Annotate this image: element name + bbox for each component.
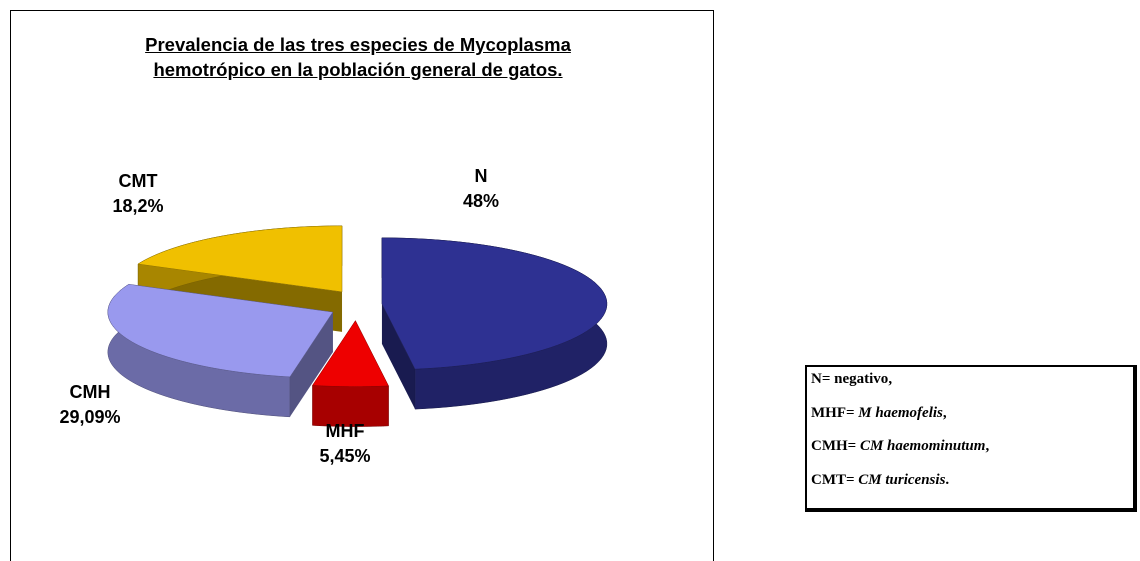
- legend-punct: ,: [942, 404, 947, 421]
- slice-category-label: MHF: [326, 421, 365, 441]
- slice-top: [137, 225, 343, 293]
- legend-row: CMH= CM haemominutum,: [811, 438, 989, 455]
- legend-key: CMH=: [811, 438, 857, 454]
- legend-term: CM haemominutum: [859, 438, 986, 454]
- slice-top: [312, 320, 389, 387]
- slice-category-label: N: [475, 166, 488, 186]
- legend-row: N= negativo,: [811, 371, 892, 388]
- slice-top: [107, 283, 334, 378]
- slice-category-label: CMH: [70, 382, 111, 402]
- pie-slice: [107, 283, 334, 418]
- legend-key: CMT=: [811, 471, 855, 488]
- slice-category-label: CMT: [119, 171, 158, 191]
- chart-title: Prevalencia de las tres especies de Myco…: [145, 34, 571, 80]
- legend-punct: ,: [985, 438, 990, 454]
- slice-value-label: 29,09%: [59, 407, 120, 427]
- slice-wall: [381, 303, 416, 410]
- legend-row: MHF= M haemofelis,: [811, 405, 947, 422]
- legend-key: MHF=: [811, 404, 855, 421]
- slice-value-label: 5,45%: [319, 446, 370, 466]
- legend-punct: .: [945, 471, 950, 488]
- slice-value-label: 18,2%: [112, 196, 163, 216]
- pie-slice: [381, 237, 608, 410]
- legend-term: CM turicensis: [858, 471, 946, 488]
- legend-punct: ,: [888, 371, 893, 387]
- pie-slice: [312, 320, 389, 427]
- legend-term: M haemofelis: [858, 404, 943, 421]
- legend-row: CMT= CM turicensis.: [811, 472, 949, 489]
- legend-term: negativo: [834, 371, 889, 387]
- legend-key: N=: [811, 371, 831, 387]
- slice-value-label: 48%: [463, 191, 499, 211]
- legend-note: N= negativo, MHF= M haemofelis, CMH= CM ha…: [805, 365, 1137, 512]
- slice-top: [381, 237, 608, 370]
